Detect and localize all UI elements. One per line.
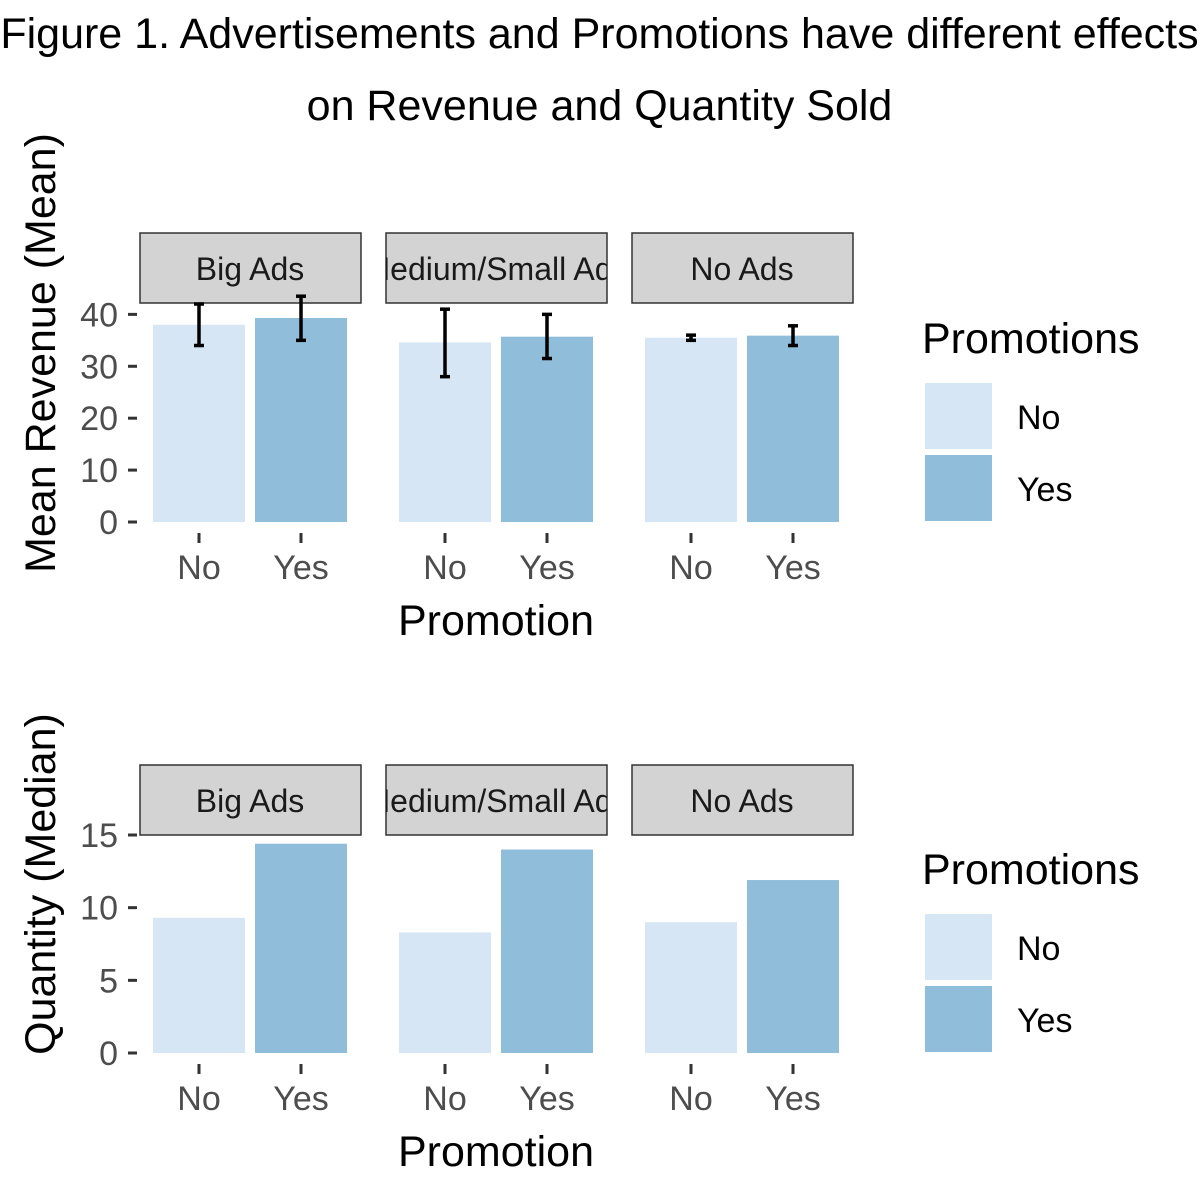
error-bar (542, 312, 552, 361)
facet-strip-label: No Ads (690, 783, 793, 819)
chart-title-line-1: Figure 1. Advertisements and Promotions … (0, 10, 1198, 58)
facet-strip-label-group: No Ads (690, 783, 793, 819)
facet-panel-2: Medium/Small Ads No Yes (364, 232, 629, 587)
facet-strip-label-group: Medium/Small Ads (364, 783, 629, 819)
x-tick-label: Yes (765, 549, 820, 587)
facet-strip (631, 764, 854, 836)
y-tick-label: 10 (80, 890, 118, 928)
y-tick-label: 10 (80, 452, 118, 490)
facet-panel-2: Medium/Small Ads No Yes (364, 764, 629, 1118)
y-tick-label: 5 (99, 962, 118, 1000)
y-tick-label: 15 (80, 817, 118, 855)
legend: Promotions No Yes (922, 846, 1139, 1052)
bar-yes (747, 880, 839, 1053)
legend-label: No (1017, 399, 1060, 437)
x-axis-title: Promotion (398, 1128, 594, 1176)
facet-strip-label: Big Ads (196, 783, 305, 819)
y-axis-title: Quantity (Median) (17, 713, 65, 1055)
bar-no (645, 922, 737, 1053)
facet-panel-1: Big Ads No Yes (139, 232, 362, 587)
x-tick-label: Yes (765, 1080, 820, 1118)
chart-panels: 0 10 20 30 40 Mean Revenue (Mean) Big Ads No Yes… (17, 133, 1139, 1176)
facet-strip-label-group: Medium/Small Ads (364, 251, 629, 287)
facet-strip-label-group: No Ads (690, 251, 793, 287)
error-bar (788, 324, 798, 348)
y-axis-title: Mean Revenue (Mean) (17, 133, 65, 573)
chart-title-line-2: on Revenue and Quantity Sold (307, 82, 893, 130)
x-tick-label: Yes (273, 549, 328, 587)
legend-key-yes (925, 455, 992, 521)
x-tick-label: No (177, 1080, 220, 1118)
facet-strip-label: Medium/Small Ads (364, 251, 629, 287)
chart-row-1: 0 10 20 30 40 Mean Revenue (Mean) Big Ads No Yes… (17, 133, 1139, 645)
legend-title: Promotions (922, 846, 1139, 894)
facet-strip (385, 232, 608, 304)
facet-strip (139, 764, 362, 836)
bar-yes (747, 335, 839, 522)
legend-key-no (925, 383, 992, 449)
x-tick-label: Yes (519, 549, 574, 587)
facet-strip (631, 232, 854, 304)
facet-strip (139, 232, 362, 304)
bar-no (153, 917, 245, 1053)
error-bar (440, 307, 450, 379)
bar-no (153, 324, 245, 522)
y-tick-label: 30 (80, 348, 118, 386)
error-bar (686, 333, 696, 343)
legend-label: Yes (1017, 471, 1072, 509)
x-tick-label: Yes (273, 1080, 328, 1118)
bar-yes (255, 318, 347, 522)
legend-label: No (1017, 930, 1060, 968)
y-tick-label: 40 (80, 296, 118, 334)
bar-no (645, 337, 737, 522)
facet-strip-label-group: Big Ads (196, 251, 305, 287)
bar-no (399, 932, 491, 1053)
facet-strip-label: Big Ads (196, 251, 305, 287)
x-tick-label: No (669, 549, 712, 587)
legend-label: Yes (1017, 1002, 1072, 1040)
error-bar (296, 294, 306, 343)
bar-yes (501, 849, 593, 1053)
facet-panel-3: No Ads No Yes (631, 232, 854, 587)
y-tick-label: 0 (99, 1035, 118, 1073)
facet-panel-3: No Ads No Yes (631, 764, 854, 1118)
error-bar (194, 302, 204, 348)
facet-strip (385, 764, 608, 836)
bar-yes (255, 843, 347, 1053)
facet-strip-label-group: Big Ads (196, 783, 305, 819)
x-tick-label: No (423, 1080, 466, 1118)
legend-title: Promotions (922, 315, 1139, 363)
x-tick-label: Yes (519, 1080, 574, 1118)
legend-key-no (925, 914, 992, 980)
x-tick-label: No (669, 1080, 712, 1118)
y-tick-label: 20 (80, 400, 118, 438)
x-tick-label: No (177, 549, 220, 587)
bar-yes (501, 336, 593, 522)
facet-strip-label: No Ads (690, 251, 793, 287)
y-tick-label: 0 (99, 504, 118, 542)
legend: Promotions No Yes (922, 315, 1139, 521)
x-tick-label: No (423, 549, 466, 587)
x-axis-title: Promotion (398, 597, 594, 645)
facet-strip-label: Medium/Small Ads (364, 783, 629, 819)
facet-panel-1: Big Ads No Yes (139, 764, 362, 1118)
legend-key-yes (925, 986, 992, 1052)
